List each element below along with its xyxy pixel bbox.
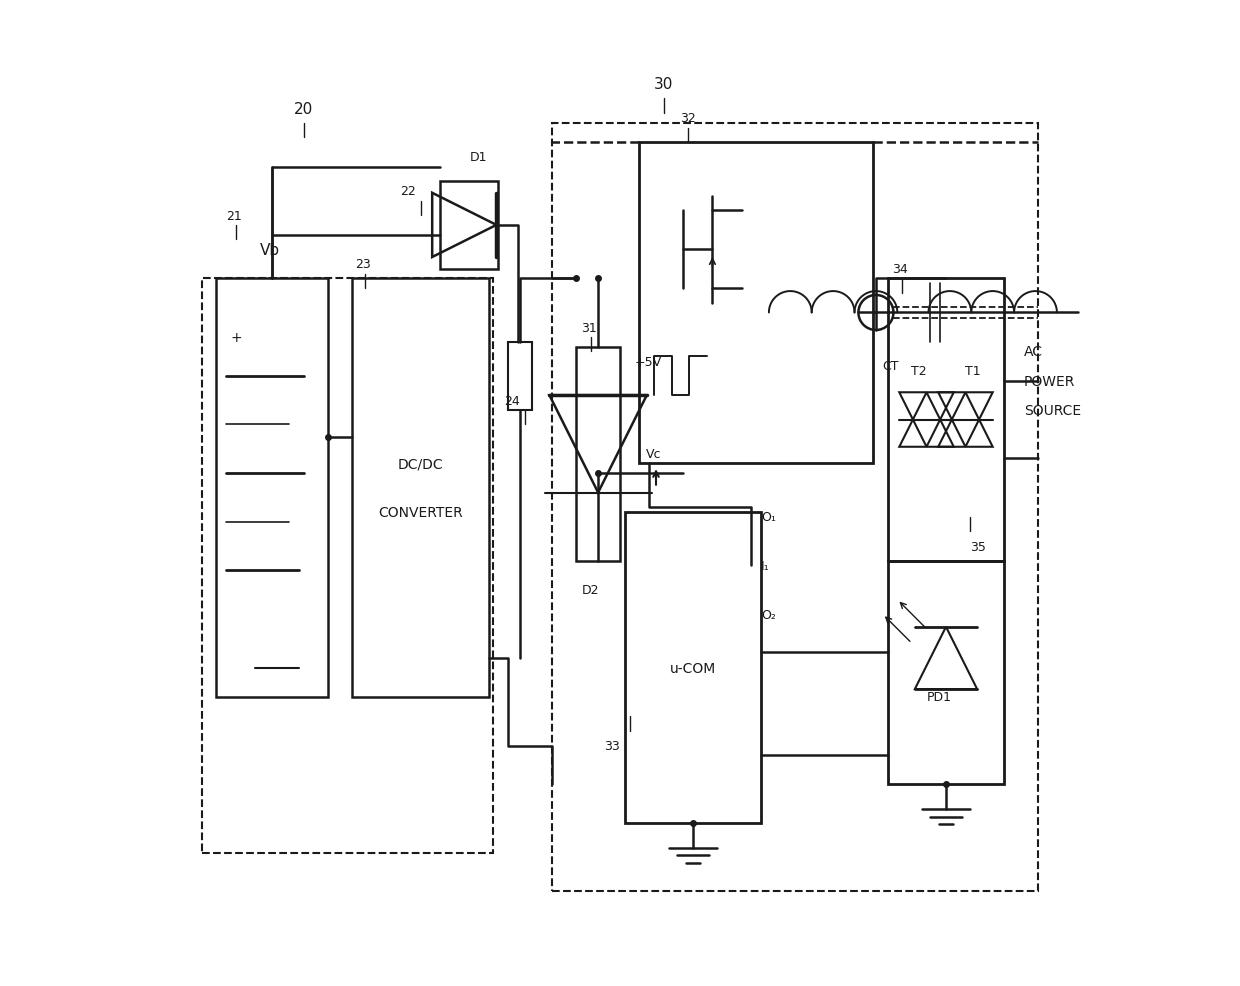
Text: 20: 20 xyxy=(294,102,314,116)
Text: 35: 35 xyxy=(971,540,986,553)
Text: 31: 31 xyxy=(582,321,596,334)
Bar xyxy=(577,347,620,561)
Text: O₁: O₁ xyxy=(761,511,776,524)
Text: 21: 21 xyxy=(226,209,242,223)
Text: 30: 30 xyxy=(655,77,673,93)
Text: CT: CT xyxy=(883,360,899,373)
Text: AC: AC xyxy=(1024,345,1043,359)
Text: 32: 32 xyxy=(681,112,696,125)
Bar xyxy=(216,279,329,697)
Text: I₁: I₁ xyxy=(761,559,770,573)
Text: 24: 24 xyxy=(503,394,520,407)
Text: CONVERTER: CONVERTER xyxy=(378,506,463,520)
Bar xyxy=(440,182,498,269)
Text: +: + xyxy=(231,330,242,344)
Text: Vc: Vc xyxy=(646,448,662,460)
Text: Vb: Vb xyxy=(259,243,280,257)
Text: POWER: POWER xyxy=(1024,375,1075,388)
Bar xyxy=(202,279,494,853)
Bar xyxy=(625,513,761,823)
Text: 23: 23 xyxy=(356,258,371,271)
Text: D2: D2 xyxy=(582,584,600,597)
Text: DC/DC: DC/DC xyxy=(398,457,444,471)
Bar xyxy=(352,279,489,697)
Text: T1: T1 xyxy=(966,365,981,378)
Bar xyxy=(888,279,1004,561)
Bar xyxy=(508,342,532,410)
Text: 22: 22 xyxy=(399,185,415,198)
Text: 33: 33 xyxy=(604,740,620,752)
Text: D1: D1 xyxy=(470,151,487,164)
Bar xyxy=(640,143,873,463)
Bar xyxy=(552,123,1038,891)
Text: O₂: O₂ xyxy=(761,608,776,621)
Text: +5V: +5V xyxy=(635,355,662,368)
Text: PD1: PD1 xyxy=(926,690,951,704)
Text: SOURCE: SOURCE xyxy=(1024,403,1081,417)
Text: u-COM: u-COM xyxy=(670,661,717,675)
Text: T2: T2 xyxy=(911,365,926,378)
Text: 34: 34 xyxy=(893,263,908,276)
Bar xyxy=(888,561,1004,785)
